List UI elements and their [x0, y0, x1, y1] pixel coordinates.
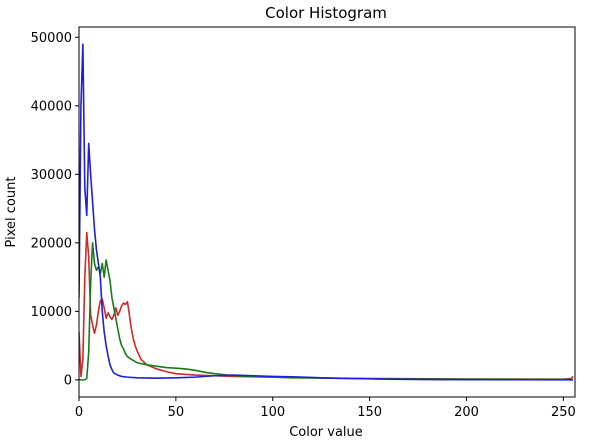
- green-channel-line: [79, 242, 574, 381]
- y-tick-label: 30000: [31, 168, 72, 183]
- x-axis-label: Color value: [289, 425, 363, 440]
- y-axis: 0 10000 20000 30000 40000 50000: [31, 31, 79, 388]
- x-tick-label: 250: [551, 405, 576, 420]
- y-tick-label: 10000: [31, 305, 72, 320]
- y-tick-label: 0: [64, 373, 72, 388]
- x-tick-label: 0: [75, 405, 83, 420]
- blue-channel-line: [79, 43, 574, 381]
- y-tick-label: 40000: [31, 99, 72, 114]
- chart-title: Color Histogram: [265, 4, 387, 22]
- y-tick-label: 50000: [31, 31, 72, 46]
- x-tick-label: 100: [260, 405, 285, 420]
- x-tick-label: 50: [168, 405, 185, 420]
- y-tick-label: 20000: [31, 236, 72, 251]
- x-axis: 0 50 100 150 200 250: [75, 397, 576, 420]
- x-tick-label: 150: [357, 405, 382, 420]
- plot-area-frame: [78, 26, 576, 398]
- x-tick-label: 200: [454, 405, 479, 420]
- red-channel-line: [79, 231, 574, 380]
- y-axis-label: Pixel count: [4, 177, 19, 248]
